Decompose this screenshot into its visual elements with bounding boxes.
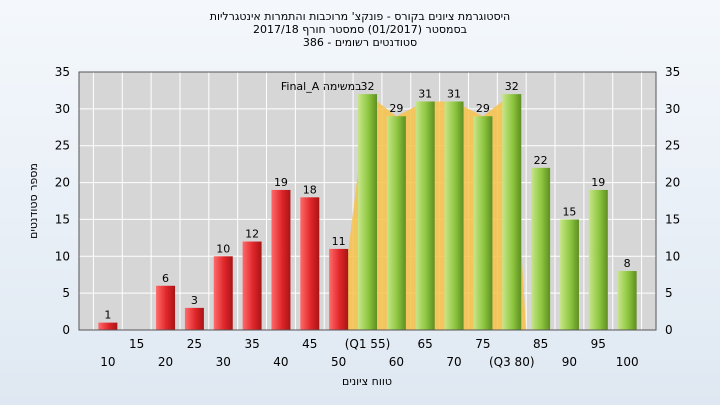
bar-value-label: 18: [303, 183, 317, 196]
bar-value-label: 11: [332, 235, 346, 248]
y-tick-label-left: 5: [62, 286, 70, 300]
y-tick-label-left: 35: [55, 65, 70, 79]
bar-value-label: 29: [476, 102, 490, 115]
bar: [502, 94, 522, 330]
y-tick-label-left: 15: [55, 212, 70, 226]
bar-value-label: 6: [162, 272, 169, 285]
chart-title: היסטוגרמת ציונים בקורס - פונקצ' מרוכבות …: [209, 10, 511, 23]
x-tick-label: (Q1 55): [345, 337, 391, 351]
y-tick-label-left: 0: [62, 323, 70, 337]
x-tick-label: 40: [273, 355, 288, 369]
chart-subtitle-students: סטודנטים רשומים - 386: [302, 36, 418, 49]
series-label: Final_A במשימה: [281, 80, 362, 93]
bar-value-label: 22: [534, 154, 548, 167]
x-tick-label: 90: [562, 355, 577, 369]
bar-value-label: 32: [505, 80, 519, 93]
bar: [415, 101, 435, 330]
x-tick-label: 75: [475, 337, 490, 351]
x-tick-label: 70: [446, 355, 461, 369]
y-tick-label-left: 20: [55, 176, 70, 190]
bar-value-label: 3: [191, 294, 198, 307]
bar-value-label: 19: [274, 176, 288, 189]
x-tick-label: 85: [533, 337, 548, 351]
bar: [559, 219, 579, 330]
bar: [531, 167, 551, 330]
x-tick-label: 30: [216, 355, 231, 369]
y-tick-label-right: 0: [665, 323, 673, 337]
bar-value-label: 32: [361, 80, 375, 93]
bar: [329, 248, 349, 330]
y-tick-label-left: 30: [55, 102, 70, 116]
bar: [271, 189, 291, 330]
bar: [473, 116, 493, 330]
x-tick-label: (Q3 80): [489, 355, 535, 369]
x-tick-label: 20: [158, 355, 173, 369]
y-tick-label-right: 5: [665, 286, 673, 300]
plot-frame: [78, 71, 657, 331]
bar-value-label: 31: [418, 87, 432, 100]
x-tick-label: 60: [389, 355, 404, 369]
bar: [617, 271, 637, 330]
bar: [184, 307, 204, 330]
bar-value-label: 8: [624, 257, 631, 270]
y-tick-label-right: 10: [665, 249, 680, 263]
x-tick-label: 65: [418, 337, 433, 351]
y-tick-label-right: 15: [665, 212, 680, 226]
bar-value-label: 15: [562, 205, 576, 218]
bar-value-label: 19: [591, 176, 605, 189]
bar: [444, 101, 464, 330]
bar: [300, 197, 320, 330]
bar: [98, 322, 118, 330]
bar-value-label: 31: [447, 87, 461, 100]
x-axis-title: טווח ציונים: [342, 375, 392, 388]
x-tick-label: 25: [187, 337, 202, 351]
bar: [242, 241, 262, 330]
y-tick-label-right: 20: [665, 176, 680, 190]
bar: [213, 256, 233, 330]
bar-value-label: 1: [104, 309, 111, 322]
x-tick-label: 35: [244, 337, 259, 351]
bar: [386, 116, 406, 330]
bar-value-label: 29: [389, 102, 403, 115]
x-tick-label: 10: [100, 355, 115, 369]
bar: [156, 285, 176, 330]
x-tick-label: 45: [302, 337, 317, 351]
bar-value-label: 12: [245, 228, 259, 241]
y-tick-label-right: 35: [665, 65, 680, 79]
chart-subtitle-semester: בסמסטר (01/2017) סמסטר חורף 2017/18: [253, 23, 467, 36]
x-tick-label: 95: [591, 337, 606, 351]
x-tick-label: 15: [129, 337, 144, 351]
y-tick-label-right: 25: [665, 139, 680, 153]
y-tick-label-left: 10: [55, 249, 70, 263]
bar: [358, 94, 377, 330]
x-tick-label: 50: [331, 355, 346, 369]
bar-value-label: 10: [216, 242, 230, 255]
bar: [588, 189, 608, 330]
x-tick-label: 100: [616, 355, 639, 369]
y-tick-label-right: 30: [665, 102, 680, 116]
y-tick-label-left: 25: [55, 139, 70, 153]
y-axis-title: מספר סטודנטים: [27, 163, 40, 239]
